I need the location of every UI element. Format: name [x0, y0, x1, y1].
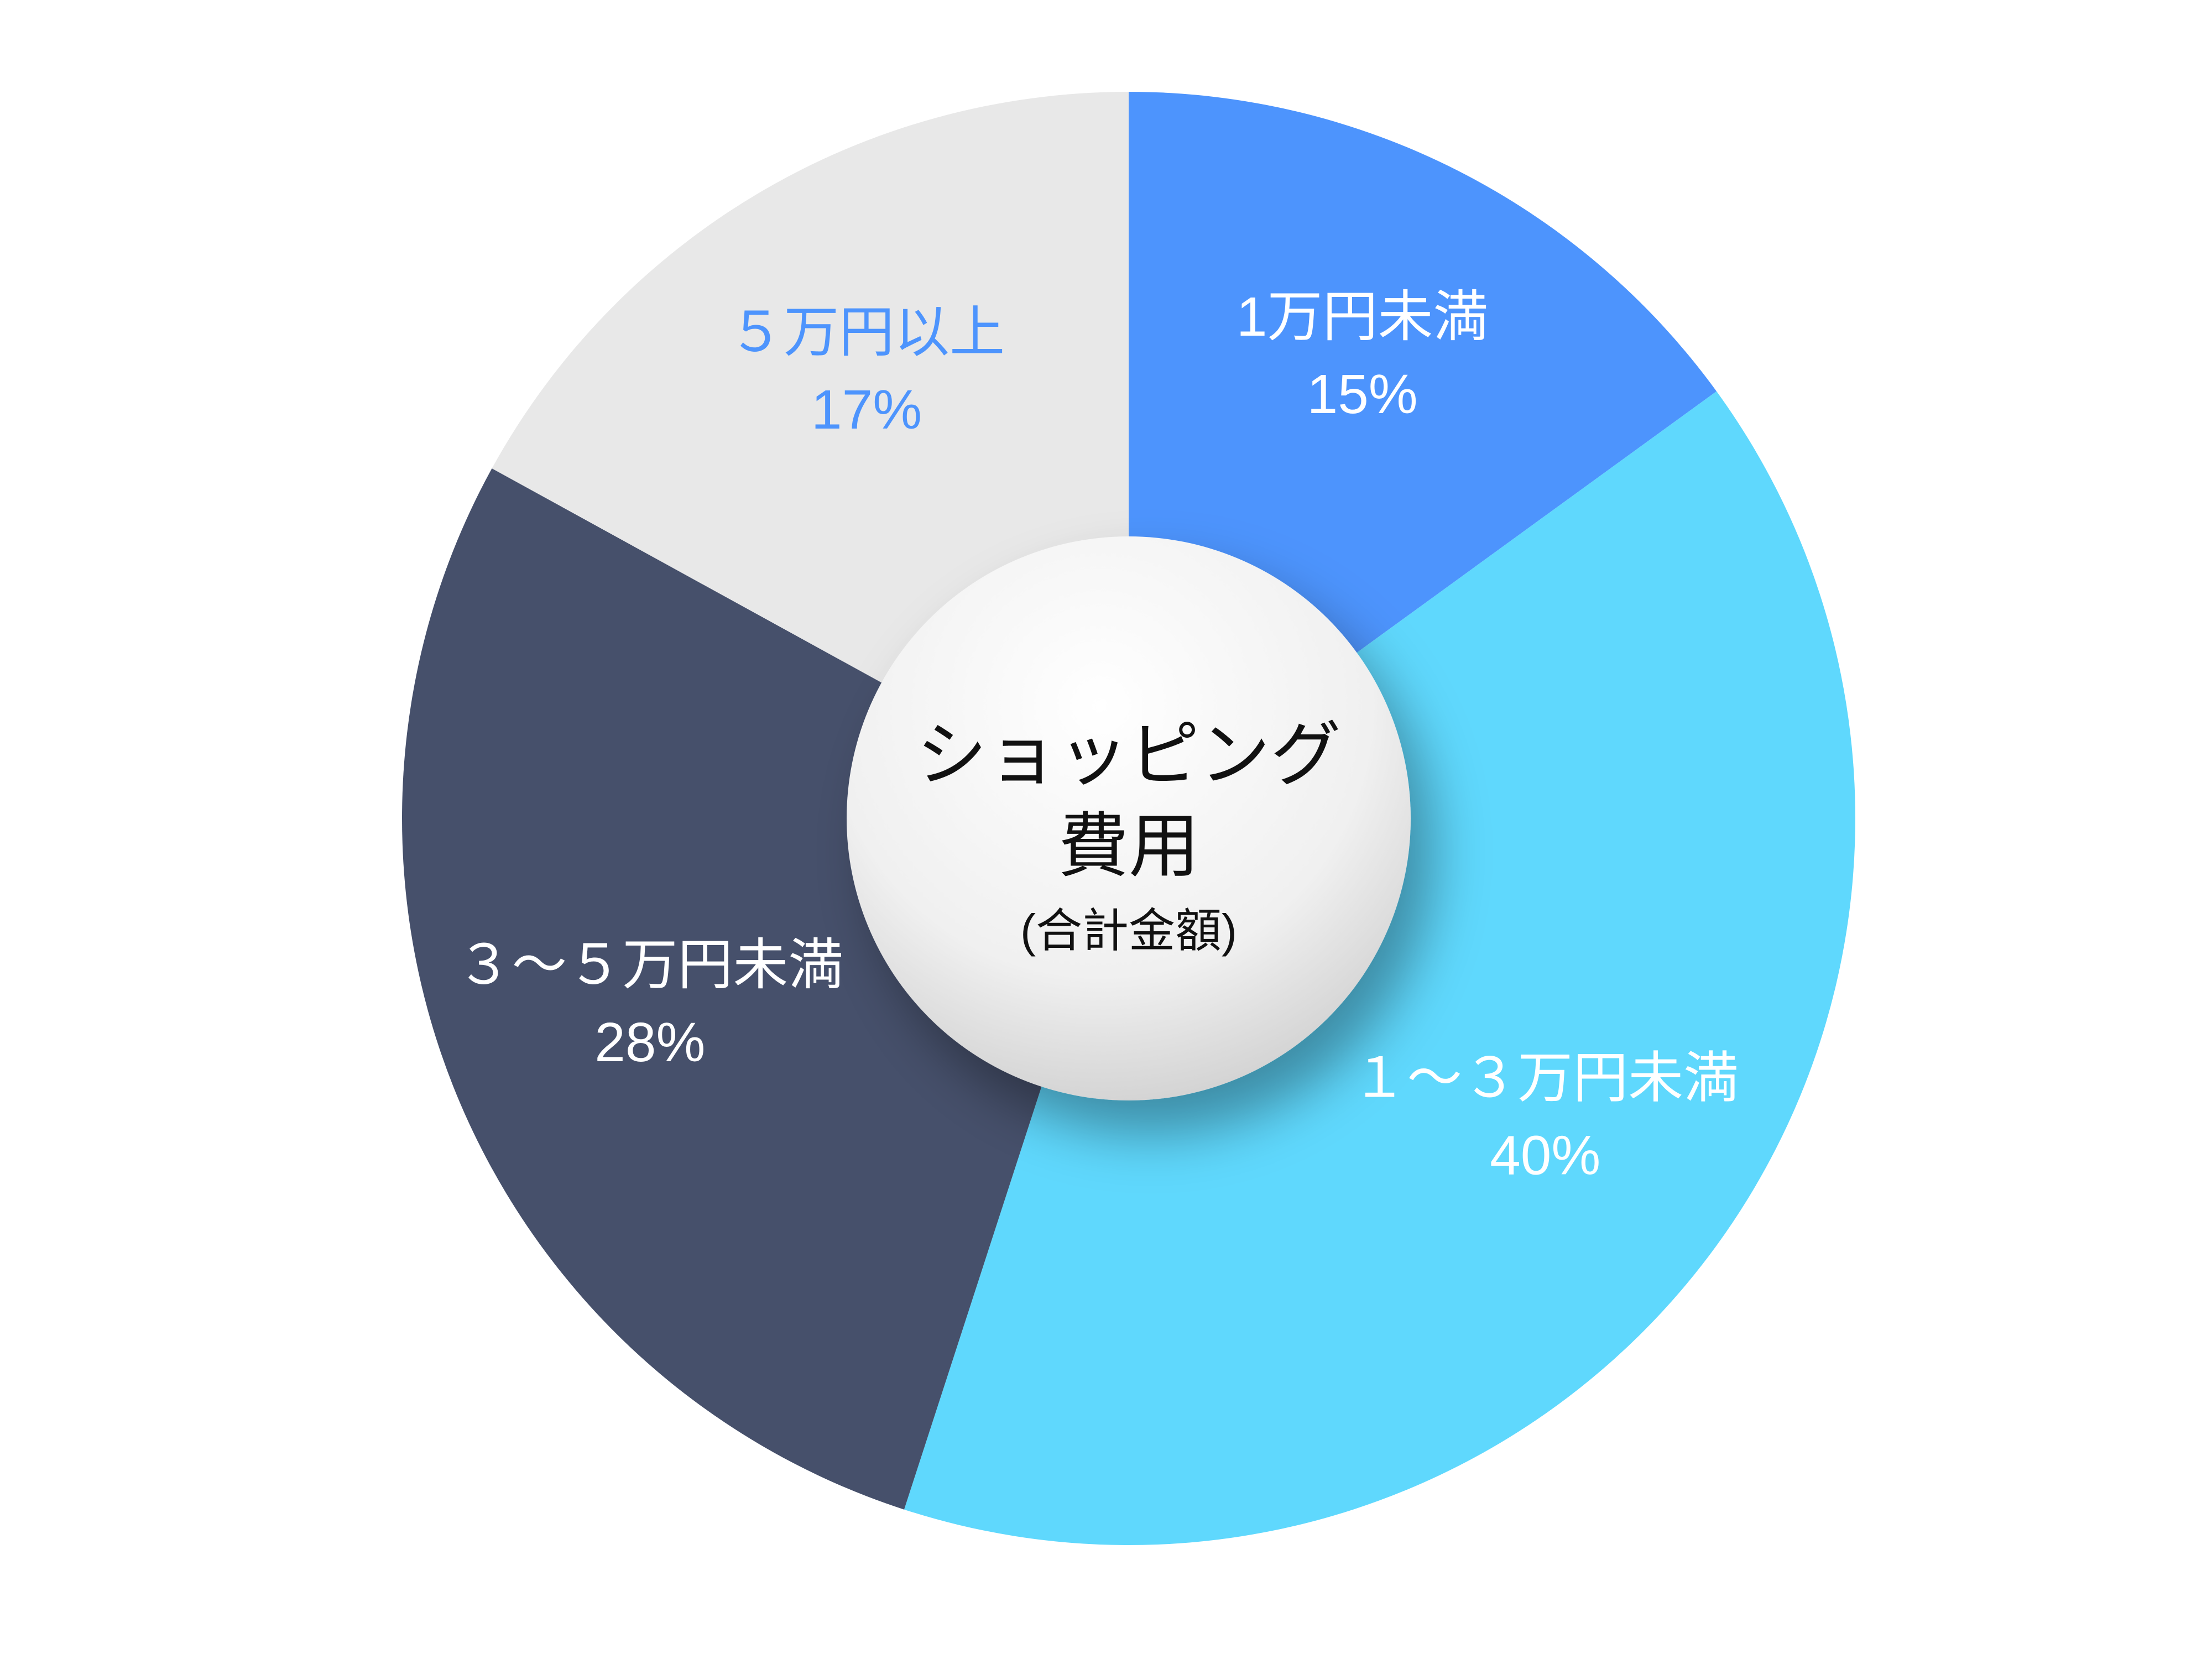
center-title: ショッピング	[916, 716, 1341, 795]
slice-category: ５万円以上	[728, 301, 1005, 363]
slice-value-label: 17%	[811, 379, 922, 441]
center-subtitle: (合計金額)	[1020, 905, 1237, 957]
slice-value-label: 28%	[594, 1011, 705, 1073]
slice-category: １～３万円未満	[1352, 1047, 1739, 1109]
center-title: 費用	[1058, 807, 1199, 886]
slice-value-label: 15%	[1307, 363, 1418, 425]
slice	[904, 391, 1855, 1546]
slice-category: ３～５万円未満	[456, 934, 843, 996]
center-hub	[847, 536, 1411, 1100]
labels: 1万円未満 15% １～３万円未満 40% ３～５万円未満 28% ５万円以上 17%	[456, 286, 1739, 1187]
slice-value-label: 40%	[1490, 1125, 1600, 1187]
slice-category: 1万円未満	[1237, 286, 1489, 348]
